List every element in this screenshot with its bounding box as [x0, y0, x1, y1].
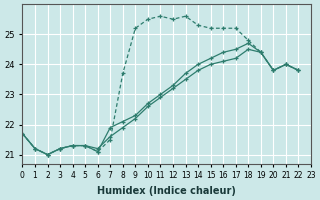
X-axis label: Humidex (Indice chaleur): Humidex (Indice chaleur)	[97, 186, 236, 196]
